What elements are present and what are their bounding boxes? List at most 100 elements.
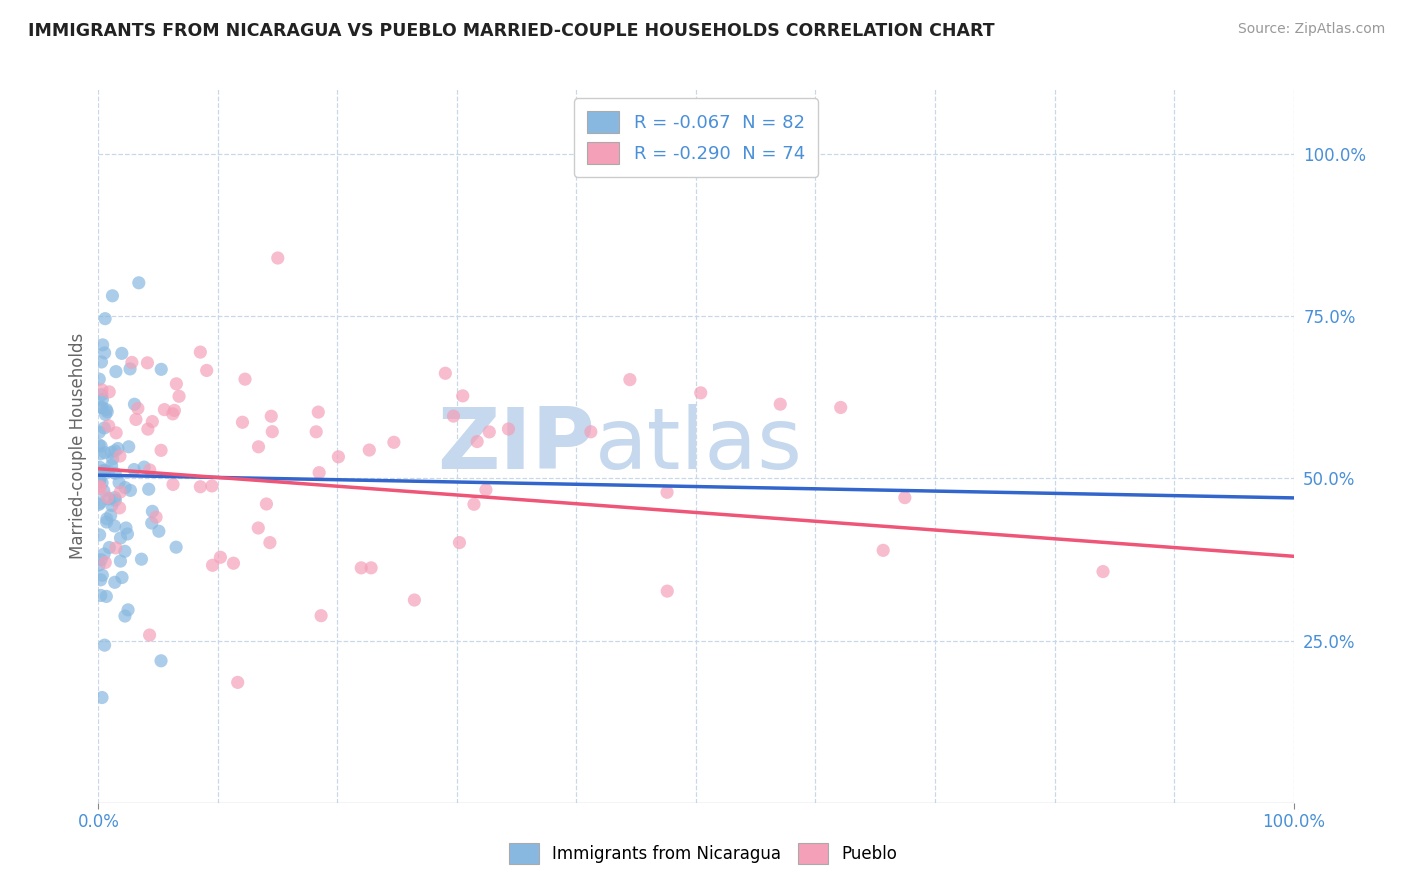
Legend: R = -0.067  N = 82, R = -0.290  N = 74: R = -0.067 N = 82, R = -0.290 N = 74	[574, 98, 818, 177]
Point	[87, 497, 110, 511]
Point	[118, 362, 141, 376]
Point	[100, 445, 122, 459]
Point	[222, 556, 245, 570]
Point	[97, 491, 120, 505]
Point	[104, 365, 127, 379]
Text: IMMIGRANTS FROM NICARAGUA VS PUEBLO MARRIED-COUPLE HOUSEHOLDS CORRELATION CHART: IMMIGRANTS FROM NICARAGUA VS PUEBLO MARR…	[28, 22, 995, 40]
Point	[153, 402, 176, 417]
Point	[93, 638, 115, 652]
Point	[101, 451, 124, 466]
Point	[195, 363, 218, 377]
Point	[90, 553, 112, 567]
Text: Source: ZipAtlas.com: Source: ZipAtlas.com	[1237, 22, 1385, 37]
Point	[110, 485, 132, 500]
Point	[579, 425, 602, 439]
Point	[117, 603, 139, 617]
Point	[162, 407, 184, 421]
Point	[94, 446, 117, 460]
Point	[260, 409, 283, 424]
Point	[114, 544, 136, 558]
Point	[350, 561, 373, 575]
Point	[91, 690, 114, 705]
Point	[90, 439, 112, 453]
Point	[308, 466, 330, 480]
Point	[872, 543, 894, 558]
Point	[111, 346, 134, 360]
Point	[97, 464, 120, 478]
Point	[104, 575, 127, 590]
Point	[163, 403, 186, 417]
Point	[309, 608, 332, 623]
Point	[138, 628, 160, 642]
Point	[655, 485, 678, 500]
Point	[110, 531, 132, 545]
Point	[689, 385, 711, 400]
Point	[162, 477, 184, 491]
Point	[305, 425, 328, 439]
Point	[104, 541, 127, 555]
Point	[134, 460, 156, 475]
Point	[89, 528, 111, 542]
Point	[94, 556, 117, 570]
Point	[100, 508, 122, 523]
Point	[451, 389, 474, 403]
Point	[404, 593, 426, 607]
Point	[104, 467, 127, 481]
Point	[209, 550, 232, 565]
Point	[90, 383, 112, 397]
Point	[262, 425, 284, 439]
Point	[443, 409, 465, 423]
Point	[96, 515, 118, 529]
Point	[108, 449, 131, 463]
Point	[830, 401, 852, 415]
Point	[256, 497, 278, 511]
Point	[141, 504, 163, 518]
Point	[87, 558, 110, 572]
Point	[111, 570, 134, 584]
Point	[94, 408, 117, 422]
Point	[96, 405, 118, 419]
Point	[96, 512, 118, 526]
Point	[150, 654, 173, 668]
Point	[104, 493, 127, 508]
Point	[100, 458, 122, 473]
Point	[114, 481, 136, 495]
Point	[231, 415, 253, 429]
Point	[382, 435, 405, 450]
Point	[120, 483, 142, 498]
Point	[96, 590, 118, 604]
Point	[150, 362, 173, 376]
Point	[138, 482, 160, 496]
Point	[475, 483, 498, 497]
Point	[131, 552, 153, 566]
Point	[94, 311, 117, 326]
Point	[150, 443, 173, 458]
Point	[90, 355, 112, 369]
Point	[122, 462, 145, 476]
Point	[97, 418, 120, 433]
Point	[360, 561, 382, 575]
Point	[201, 558, 224, 573]
Point	[91, 338, 114, 352]
Point	[359, 443, 381, 458]
Point	[98, 384, 121, 399]
Legend: Immigrants from Nicaragua, Pueblo: Immigrants from Nicaragua, Pueblo	[502, 837, 904, 871]
Point	[91, 392, 114, 407]
Point	[114, 609, 136, 624]
Point	[478, 425, 501, 439]
Point	[619, 373, 641, 387]
Point	[463, 497, 485, 511]
Point	[90, 573, 112, 587]
Point	[89, 447, 111, 461]
Point	[89, 479, 111, 493]
Point	[498, 422, 520, 436]
Point	[89, 472, 111, 486]
Point	[110, 554, 132, 568]
Point	[90, 589, 112, 603]
Point	[98, 541, 121, 555]
Point	[247, 521, 270, 535]
Point	[449, 535, 471, 549]
Point	[769, 397, 792, 411]
Point	[117, 527, 139, 541]
Point	[100, 499, 122, 513]
